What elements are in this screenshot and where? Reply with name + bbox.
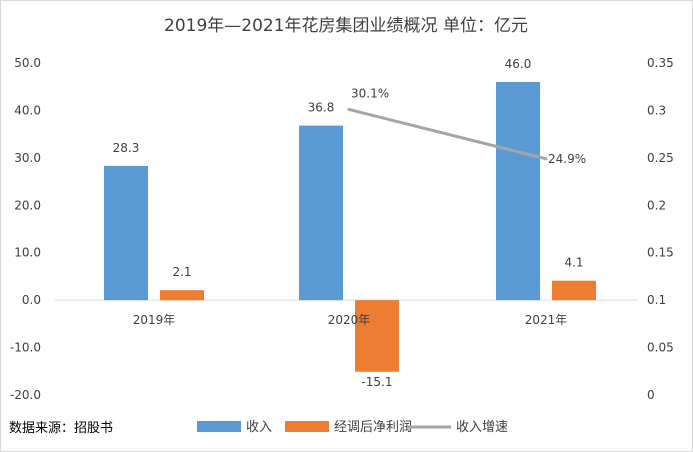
adjusted-profit-data-label: 2.1 xyxy=(172,265,191,279)
revenue-bar xyxy=(299,125,343,301)
growth-point xyxy=(544,157,548,161)
data-labels: 28.3 36.8 46.0 2.1 -15.1 4.1 30.1% 24.9% xyxy=(113,57,586,389)
left-tick-label: 0.0 xyxy=(22,293,41,307)
left-tick-label: 10.0 xyxy=(14,246,41,260)
bars xyxy=(104,81,596,372)
revenue-data-label: 28.3 xyxy=(113,141,140,155)
legend-swatch-adjusted-profit xyxy=(285,421,329,432)
legend-label-revenue: 收入 xyxy=(246,420,272,435)
left-tick-label: 30.0 xyxy=(14,151,41,165)
adjusted-profit-bar xyxy=(552,280,596,301)
adjusted-profit-data-label: 4.1 xyxy=(564,256,583,270)
source-note: 数据来源：招股书 xyxy=(9,421,113,436)
right-tick-label: 0.3 xyxy=(647,103,666,117)
revenue-bar xyxy=(104,165,148,301)
legend: 收入 经调后净利润 收入增速 xyxy=(197,420,508,435)
legend-label-growth: 收入增速 xyxy=(456,420,508,435)
legend-swatch-revenue xyxy=(197,421,241,432)
growth-line-path xyxy=(347,107,548,161)
right-tick-label: 0.05 xyxy=(647,341,674,355)
left-axis-tick-labels: 50.0 40.0 30.0 20.0 10.0 0.0 -10.0 -20.0 xyxy=(10,56,41,402)
x-axis-category-labels: 2019年 2020年 2021年 xyxy=(133,313,568,327)
left-tick-label: 20.0 xyxy=(14,198,41,212)
legend-label-adjusted-profit: 经调后净利润 xyxy=(334,420,412,435)
chart-title: 2019年—2021年花房集团业绩概况 单位：亿元 xyxy=(164,16,528,36)
growth-point xyxy=(347,107,351,111)
right-tick-label: 0.2 xyxy=(647,198,666,212)
left-tick-label: -20.0 xyxy=(10,388,41,402)
adjusted-profit-data-label: -15.1 xyxy=(361,375,392,389)
revenue-data-label: 46.0 xyxy=(505,57,532,71)
right-tick-label: 0.25 xyxy=(647,151,674,165)
revenue-bar xyxy=(496,81,540,301)
right-axis-tick-labels: 0.35 0.3 0.25 0.2 0.15 0.1 0.05 0 xyxy=(647,56,674,402)
growth-data-label: 24.9% xyxy=(548,152,586,166)
adjusted-profit-bar xyxy=(160,290,204,301)
right-tick-label: 0.15 xyxy=(647,246,674,260)
growth-data-label: 30.1% xyxy=(351,86,389,100)
right-tick-label: 0.35 xyxy=(647,56,674,70)
revenue-data-label: 36.8 xyxy=(308,101,335,115)
right-tick-label: 0.1 xyxy=(647,293,666,307)
x-category-label: 2019年 xyxy=(133,313,176,327)
adjusted-profit-bar xyxy=(355,300,399,372)
left-tick-label: -10.0 xyxy=(10,341,41,355)
left-tick-label: 40.0 xyxy=(14,103,41,117)
growth-line xyxy=(347,107,548,161)
right-tick-label: 0 xyxy=(647,388,655,402)
x-category-label: 2020年 xyxy=(328,313,371,327)
x-category-label: 2021年 xyxy=(525,313,568,327)
left-tick-label: 50.0 xyxy=(14,56,41,70)
